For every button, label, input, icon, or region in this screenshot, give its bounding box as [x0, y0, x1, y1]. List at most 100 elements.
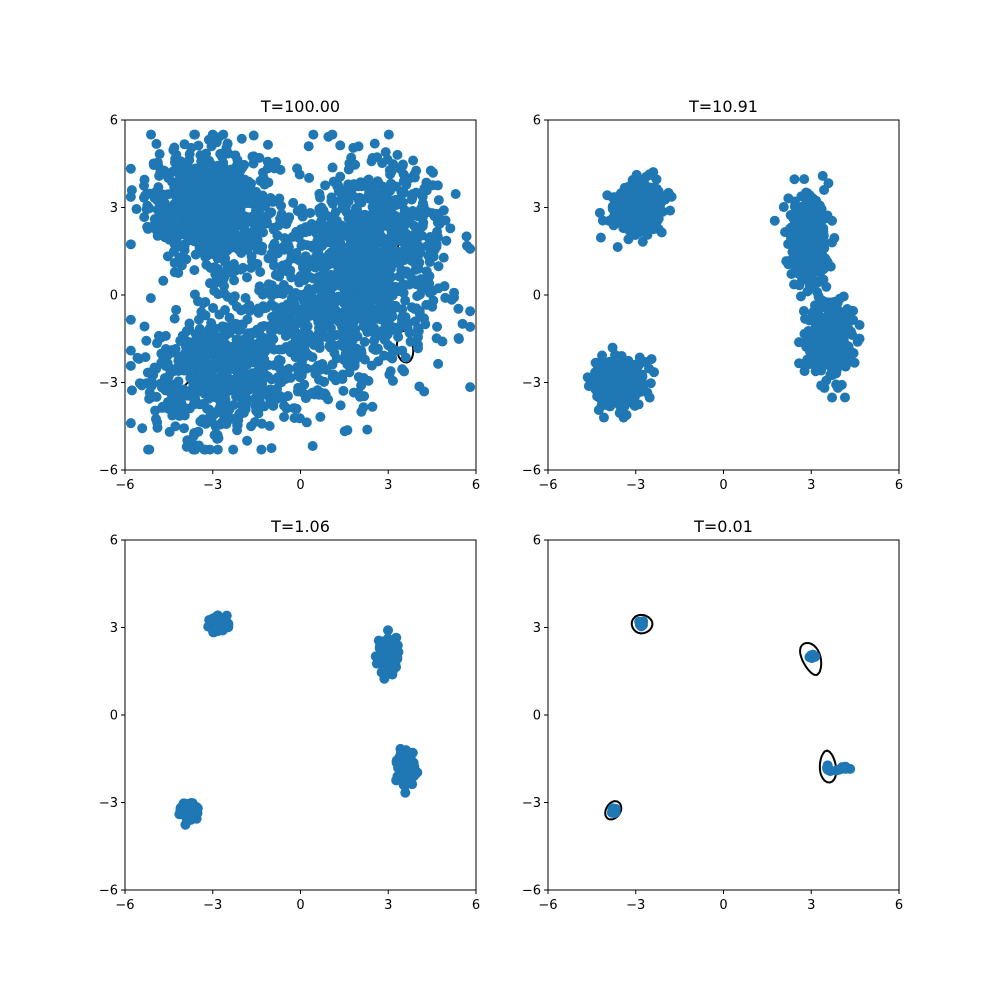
data-point — [802, 233, 813, 244]
data-point — [293, 232, 304, 243]
data-point — [243, 372, 254, 383]
data-point — [437, 336, 448, 347]
data-point — [380, 321, 391, 332]
data-point — [383, 233, 394, 244]
data-point — [163, 173, 174, 184]
data-point — [285, 372, 296, 383]
data-point — [590, 357, 601, 368]
data-point — [231, 301, 242, 312]
data-point — [343, 196, 354, 207]
data-point — [151, 138, 162, 149]
scatter-points — [174, 610, 423, 830]
data-point — [342, 425, 353, 436]
data-point — [789, 174, 800, 185]
data-point — [297, 211, 308, 222]
x-tick-label: −6 — [538, 898, 557, 913]
data-point — [318, 220, 329, 231]
data-point — [367, 401, 378, 412]
data-point — [157, 206, 168, 217]
data-point — [313, 229, 324, 240]
data-point — [428, 233, 439, 244]
data-point — [139, 180, 150, 191]
data-point — [387, 290, 398, 301]
data-point — [582, 372, 593, 383]
data-point — [627, 382, 638, 393]
data-point — [160, 330, 171, 341]
data-point — [217, 399, 228, 410]
data-point — [344, 367, 355, 378]
data-point — [807, 260, 818, 271]
data-point — [208, 614, 219, 625]
data-point — [422, 241, 433, 252]
data-point — [296, 329, 307, 340]
data-point — [224, 312, 235, 323]
data-point — [806, 282, 817, 293]
data-point — [822, 762, 833, 773]
data-point — [831, 765, 842, 776]
data-point — [816, 380, 827, 391]
data-point — [808, 274, 819, 285]
data-point — [290, 288, 301, 299]
data-point — [631, 169, 642, 180]
y-tick-label: −6 — [522, 464, 541, 479]
data-point — [839, 392, 850, 403]
data-point — [252, 244, 263, 255]
data-point — [281, 403, 292, 414]
data-point — [147, 221, 158, 232]
data-point — [242, 272, 253, 283]
data-point — [827, 215, 838, 226]
data-point — [173, 376, 184, 387]
data-point — [247, 328, 258, 339]
y-tick-label: 3 — [110, 621, 118, 636]
data-point — [841, 358, 852, 369]
subplot-title: T=10.91 — [688, 97, 758, 116]
data-point — [295, 270, 306, 281]
data-point — [405, 336, 416, 347]
data-point — [400, 787, 411, 798]
data-point — [253, 364, 264, 375]
data-point — [814, 246, 825, 257]
data-point — [212, 253, 223, 264]
data-point — [421, 299, 432, 310]
data-point — [381, 215, 392, 226]
data-point — [141, 335, 152, 346]
data-point — [200, 204, 211, 215]
data-point — [170, 344, 181, 355]
data-point — [408, 155, 419, 166]
data-point — [346, 336, 357, 347]
data-point — [331, 255, 342, 266]
data-point — [189, 265, 200, 276]
data-point — [623, 211, 634, 222]
y-tick-label: −3 — [99, 796, 118, 811]
data-point — [368, 343, 379, 354]
data-point — [382, 633, 393, 644]
data-point — [241, 211, 252, 222]
data-point — [815, 275, 826, 286]
data-point — [217, 339, 228, 350]
data-point — [609, 803, 620, 814]
data-point — [407, 252, 418, 263]
data-point — [201, 223, 212, 234]
data-point — [169, 313, 180, 324]
data-point — [388, 226, 399, 237]
subplot-title: T=100.00 — [260, 97, 340, 116]
data-point — [419, 183, 430, 194]
data-point — [288, 197, 299, 208]
data-point — [373, 294, 384, 305]
data-point — [646, 354, 657, 365]
data-point — [246, 256, 257, 267]
data-point — [789, 279, 800, 290]
data-point — [348, 142, 359, 153]
y-tick-label: −6 — [99, 884, 118, 899]
data-point — [309, 364, 320, 375]
data-point — [182, 325, 193, 336]
data-point — [268, 222, 279, 233]
data-point — [413, 325, 424, 336]
data-point — [817, 319, 828, 330]
data-point — [798, 306, 809, 317]
data-point — [237, 382, 248, 393]
data-point — [229, 275, 240, 286]
data-point — [404, 173, 415, 184]
